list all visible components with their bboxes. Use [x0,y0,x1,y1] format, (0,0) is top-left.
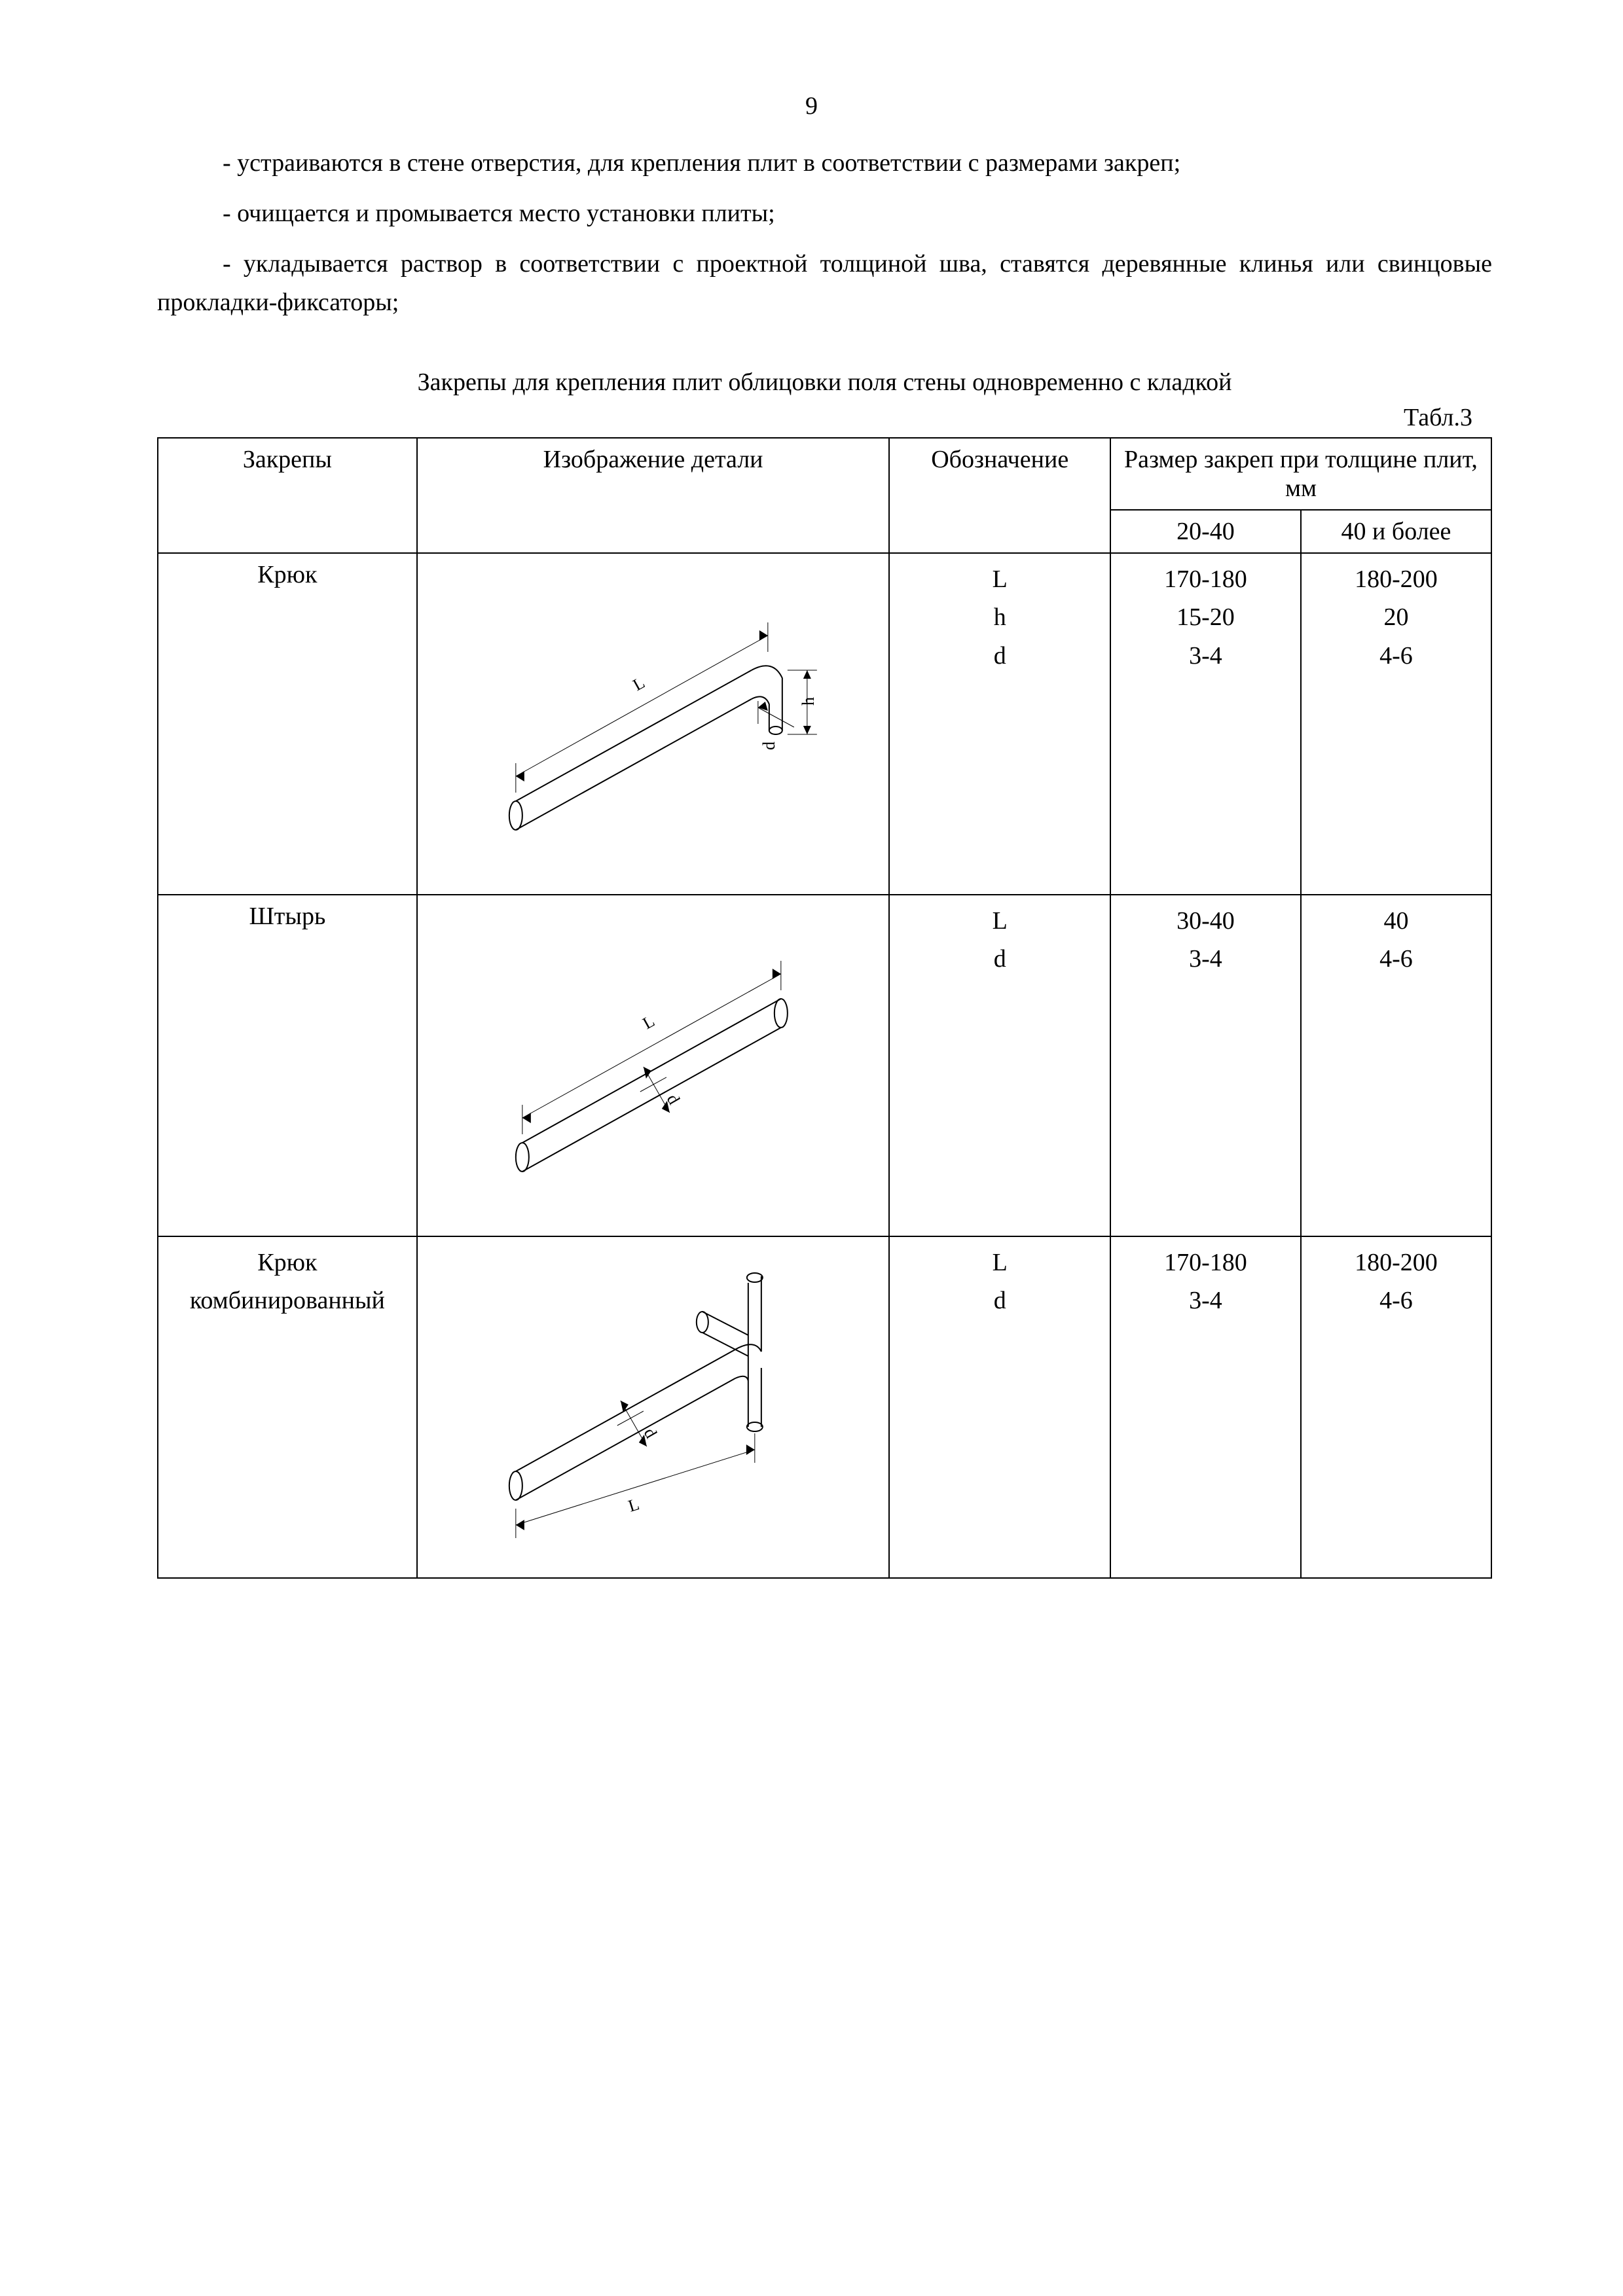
paragraph-2: - очищается и промывается место установк… [157,194,1492,233]
designation-value: d [899,1282,1101,1320]
hook-comb-diagram-icon: L d [418,1237,889,1577]
col-header-size-a: 20-40 [1110,510,1301,553]
dim-label-d: d [640,1424,661,1441]
col-header-name: Закрепы [158,438,417,553]
dim-label-d: d [759,742,778,750]
col-header-size-b: 40 и более [1301,510,1491,553]
cell-name: Крюк [158,553,417,895]
dim-value: 4-6 [1311,940,1482,978]
cell-dim-b: 180-200 20 4-6 [1301,553,1491,895]
col-header-size: Размер закреп при толщине плит, мм [1110,438,1491,510]
designation-value: L [899,560,1101,599]
designation-value: L [899,1244,1101,1282]
cell-image-pin: L d [417,895,890,1236]
dim-value: 4-6 [1311,637,1482,675]
dim-label-L: L [629,673,647,694]
designation-value: d [899,940,1101,978]
designation-value: L [899,902,1101,941]
dim-value: 3-4 [1120,940,1291,978]
dim-value: 20 [1311,598,1482,637]
paragraph-3: - укладывается раствор в соответствии с … [157,245,1492,322]
table-row: Крюк комбинированный [158,1236,1491,1578]
dim-label-h: h [799,697,818,706]
dim-label-L: L [626,1494,642,1515]
dim-value: 170-180 [1120,1244,1291,1282]
cell-dim-a: 170-180 15-20 3-4 [1110,553,1301,895]
cell-dim-b: 40 4-6 [1301,895,1491,1236]
page-number: 9 [0,92,1623,120]
dim-value: 180-200 [1311,560,1482,599]
cell-dim-a: 30-40 3-4 [1110,895,1301,1236]
designation-value: d [899,637,1101,675]
table-body: Крюк [158,553,1491,1578]
cell-name: Крюк комбинированный [158,1236,417,1578]
body-text: - устраиваются в стене отверстия, для кр… [157,144,1492,322]
dim-label-d: d [663,1090,684,1107]
cell-image-hook-comb: L d [417,1236,890,1578]
dim-value: 4-6 [1311,1282,1482,1320]
hook-diagram-icon: L h d [418,554,889,894]
designation-value: h [899,598,1101,637]
fasteners-table: Закрепы Изображение детали Обозначение Р… [157,437,1492,1579]
cell-designation: L d [889,895,1110,1236]
dim-value: 170-180 [1120,560,1291,599]
cell-dim-a: 170-180 3-4 [1110,1236,1301,1578]
cell-dim-b: 180-200 4-6 [1301,1236,1491,1578]
dim-value: 15-20 [1120,598,1291,637]
dim-value: 180-200 [1311,1244,1482,1282]
cell-image-hook: L h d [417,553,890,895]
paragraph-1: - устраиваются в стене отверстия, для кр… [157,144,1492,183]
dim-value: 30-40 [1120,902,1291,941]
pin-diagram-icon: L d [418,895,889,1236]
col-header-designation: Обозначение [889,438,1110,553]
table-caption: Закрепы для крепления плит облицовки пол… [157,368,1492,397]
table-row: Крюк [158,553,1491,895]
cell-designation: L d [889,1236,1110,1578]
dim-label-L: L [639,1011,657,1033]
document-page: 9 - устраиваются в стене отверстия, для … [0,0,1623,2296]
table-row: Штырь [158,895,1491,1236]
col-header-image: Изображение детали [417,438,890,553]
table-header-row-1: Закрепы Изображение детали Обозначение Р… [158,438,1491,510]
dim-value: 40 [1311,902,1482,941]
cell-designation: L h d [889,553,1110,895]
table-label: Табл.3 [157,403,1492,432]
cell-name: Штырь [158,895,417,1236]
dim-value: 3-4 [1120,1282,1291,1320]
cell-name-text: Крюк комбинированный [168,1244,407,1321]
dim-value: 3-4 [1120,637,1291,675]
table-header: Закрепы Изображение детали Обозначение Р… [158,438,1491,553]
